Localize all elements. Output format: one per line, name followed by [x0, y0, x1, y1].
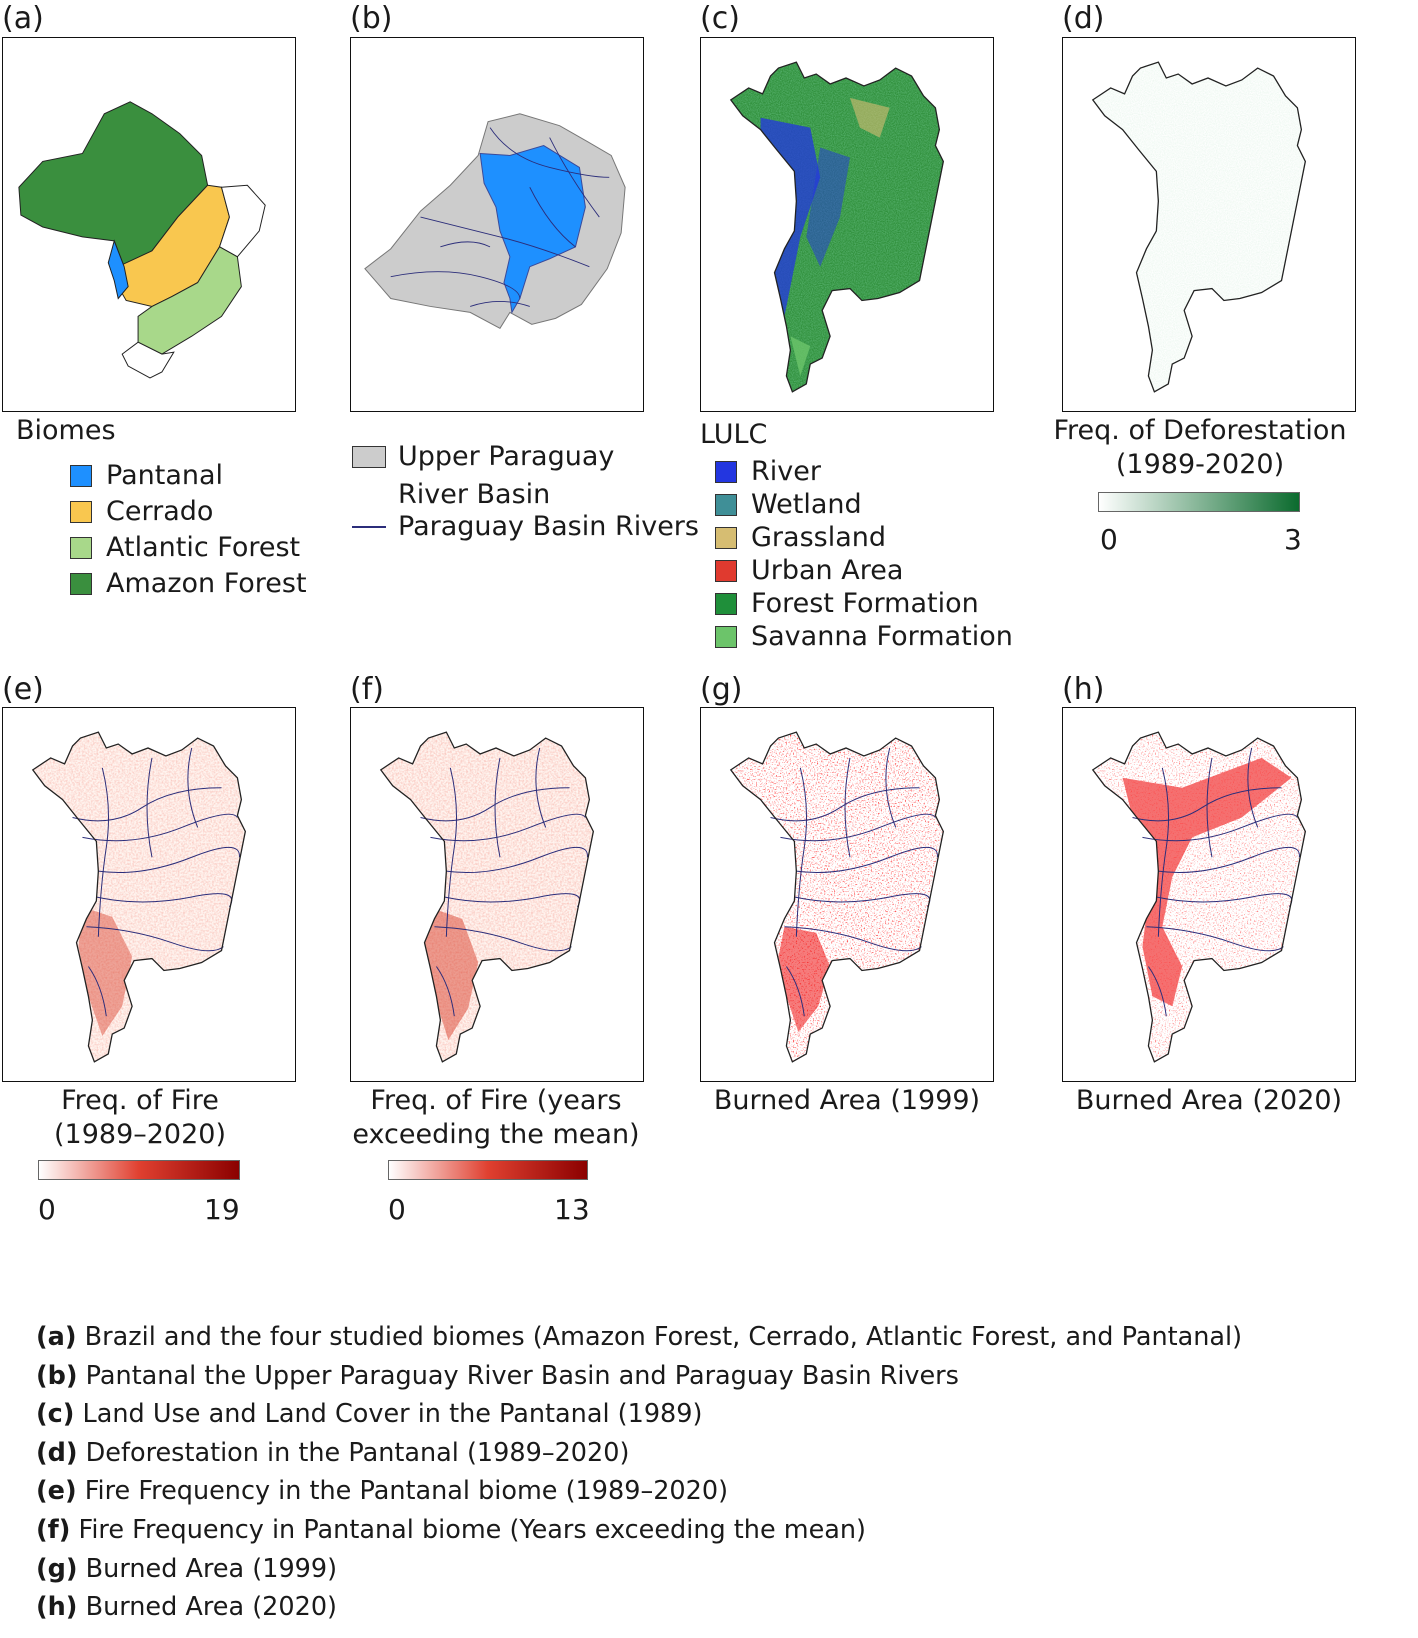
- panel-d-legend-title-line2: (1989-2020): [1115, 449, 1285, 480]
- swatch-atlantic-forest: [70, 536, 92, 559]
- legend-item-cerrado: Cerrado: [70, 498, 213, 525]
- figure-captions: (a) Brazil and the four studied biomes (…: [36, 1318, 1242, 1627]
- legend-item-upper-paraguay-basin: Upper Paraguay: [352, 443, 614, 470]
- panel-f-scale-min: 0: [388, 1193, 406, 1226]
- panel-c-legend-title: LULC: [700, 419, 768, 450]
- legend-item-river: River: [715, 458, 821, 485]
- panel-b-label: (b): [350, 1, 393, 36]
- panel-d-scale-max: 3: [1284, 523, 1302, 556]
- panel-f-legend-title-line2: exceeding the mean): [352, 1119, 640, 1150]
- panel-a-legend-title: Biomes: [16, 415, 116, 446]
- panel-f-legend-title-line1: Freq. of Fire (years: [370, 1085, 622, 1116]
- legend-item-paraguay-rivers: Paraguay Basin Rivers: [352, 513, 699, 540]
- panel-e-scale-min: 0: [38, 1193, 56, 1226]
- deforestation-map: [1092, 61, 1306, 393]
- panel-c-map-frame: [700, 37, 994, 412]
- paraguay-basin-map: [364, 113, 626, 329]
- panel-d-map-frame: [1062, 37, 1356, 412]
- panel-e-legend-title-line2: (1989–2020): [54, 1119, 226, 1150]
- panel-b-map-frame: [350, 37, 644, 412]
- panel-e-legend-title-line1: Freq. of Fire: [61, 1085, 219, 1116]
- caption-d: (d) Deforestation in the Pantanal (1989–…: [36, 1437, 630, 1468]
- panel-h-legend-title: Burned Area (2020): [1075, 1085, 1343, 1116]
- panel-d-label: (d): [1062, 1, 1105, 36]
- panel-h-label: (h): [1062, 672, 1105, 707]
- caption-g: (g) Burned Area (1999): [36, 1553, 338, 1584]
- panel-e-map-frame: [2, 707, 296, 1082]
- swatch-river: [715, 460, 737, 483]
- legend-item-amazon-forest: Amazon Forest: [70, 570, 307, 597]
- legend-item-upper-paraguay-basin-line2: River Basin: [398, 479, 551, 510]
- legend-item-atlantic-forest: Atlantic Forest: [70, 534, 300, 561]
- burned-area-2020-map: [1092, 731, 1306, 1063]
- panel-f-scale-max: 13: [554, 1193, 590, 1226]
- legend-item-forest-formation: Forest Formation: [715, 590, 979, 617]
- panel-a-label: (a): [2, 1, 44, 36]
- swatch-amazon-forest: [70, 572, 92, 595]
- lulc-map: [730, 61, 944, 393]
- legend-item-urban-area: Urban Area: [715, 557, 903, 584]
- panel-d-scale-min: 0: [1100, 523, 1118, 556]
- caption-a: (a) Brazil and the four studied biomes (…: [36, 1322, 1243, 1352]
- swatch-paraguay-rivers: [352, 525, 386, 528]
- swatch-urban-area: [715, 559, 737, 582]
- panel-d-legend-title-line1: Freq. of Deforestation: [1053, 415, 1347, 446]
- panel-c-label: (c): [700, 1, 740, 36]
- swatch-savanna-formation: [715, 625, 737, 648]
- panel-g-map-frame: [700, 707, 994, 1082]
- panel-a-map-frame: [2, 37, 296, 412]
- legend-item-pantanal: Pantanal: [70, 462, 223, 489]
- legend-item-wetland: Wetland: [715, 491, 862, 518]
- legend-item-savanna-formation: Savanna Formation: [715, 623, 1013, 650]
- swatch-upper-paraguay-basin: [352, 445, 386, 468]
- panel-f-colorbar: [388, 1160, 588, 1180]
- panel-d-colorbar: [1098, 492, 1300, 512]
- panel-f-map-frame: [350, 707, 644, 1082]
- fire-frequency-map: [32, 731, 246, 1063]
- panel-e-label: (e): [2, 672, 44, 707]
- fire-exceeding-mean-map: [380, 731, 594, 1063]
- caption-c: (c) Land Use and Land Cover in the Panta…: [36, 1399, 703, 1430]
- panel-e-scale-max: 19: [204, 1193, 240, 1226]
- swatch-pantanal: [70, 464, 92, 487]
- panel-g-legend-title: Burned Area (1999): [713, 1085, 981, 1116]
- swatch-grassland: [715, 526, 737, 549]
- caption-b: (b) Pantanal the Upper Paraguay River Ba…: [36, 1360, 959, 1391]
- brazil-biomes-map: [18, 101, 266, 379]
- panel-g-label: (g): [700, 672, 743, 707]
- panel-e-colorbar: [38, 1160, 240, 1180]
- panel-f-label: (f): [350, 672, 384, 707]
- caption-h: (h) Burned Area (2020): [36, 1592, 337, 1623]
- swatch-wetland: [715, 493, 737, 516]
- caption-e: (e) Fire Frequency in the Pantanal biome…: [36, 1476, 729, 1507]
- swatch-cerrado: [70, 500, 92, 523]
- caption-f: (f) Fire Frequency in Pantanal biome (Ye…: [36, 1514, 866, 1545]
- swatch-forest-formation: [715, 592, 737, 615]
- legend-item-grassland: Grassland: [715, 524, 886, 551]
- burned-area-1999-map: [730, 731, 944, 1063]
- panel-h-map-frame: [1062, 707, 1356, 1082]
